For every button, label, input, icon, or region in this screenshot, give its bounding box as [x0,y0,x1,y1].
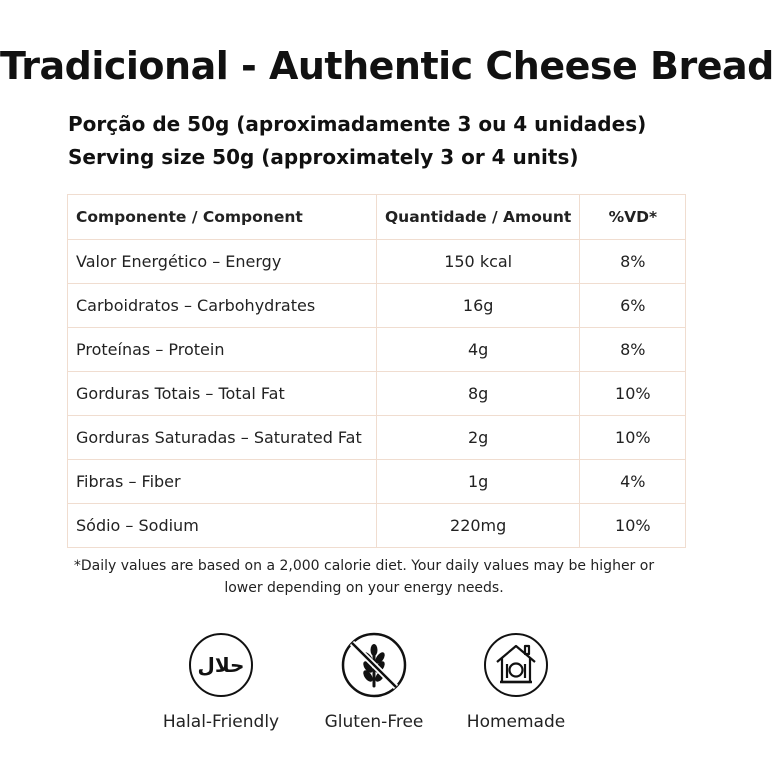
footnote-line: lower depending on your energy needs. [224,580,504,596]
table-row: Fibras – Fiber 1g 4% [67,459,687,504]
halal-glyph: حلال [198,653,245,677]
page-title: Tradicional - Authentic Cheese Bread [0,44,774,88]
badge-homemade: Homemade [446,632,586,732]
cell-component: Gorduras Totais – Total Fat [67,371,377,416]
badge-label: Halal-Friendly [162,712,280,732]
footnote: *Daily values are based on a 2,000 calor… [70,555,658,599]
serving-size-en: Serving size 50g (approximately 3 or 4 u… [68,145,579,169]
table-row: Proteínas – Protein 4g 8% [67,327,687,372]
cell-amount: 220mg [375,503,581,548]
cell-component: Valor Energético – Energy [67,239,377,284]
cell-amount: 4g [375,327,581,372]
cell-amount: 8g [375,371,581,416]
cell-daily-value: 4% [579,459,687,504]
cell-amount: 150 kcal [375,239,581,284]
table-header-row: Componente / Component Quantidade / Amou… [67,194,687,240]
cell-amount: 16g [375,283,581,328]
header-amount: Quantidade / Amount [375,194,581,240]
nutrition-table: Componente / Component Quantidade / Amou… [67,194,687,548]
cell-daily-value: 8% [579,239,687,284]
cell-component: Gorduras Saturadas – Saturated Fat [67,415,377,460]
cell-amount: 2g [375,415,581,460]
badge-label: Homemade [466,712,566,732]
table-row: Gorduras Totais – Total Fat 8g 10% [67,371,687,416]
cell-component: Sódio – Sodium [67,503,377,548]
badge-gluten-free: Gluten-Free [304,632,444,732]
badge-halal: حلال Halal-Friendly [151,632,291,732]
header-component: Componente / Component [67,194,377,240]
cell-component: Carboidratos – Carbohydrates [67,283,377,328]
cell-component: Proteínas – Protein [67,327,377,372]
serving-size-pt: Porção de 50g (aproximadamente 3 ou 4 un… [68,112,647,136]
table-row: Valor Energético – Energy 150 kcal 8% [67,239,687,284]
cell-daily-value: 10% [579,371,687,416]
cell-daily-value: 10% [579,503,687,548]
cell-daily-value: 10% [579,415,687,460]
cell-daily-value: 6% [579,283,687,328]
cell-amount: 1g [375,459,581,504]
header-daily-value: %VD* [579,194,687,240]
badge-label: Gluten-Free [324,712,424,732]
halal-icon: حلال [188,632,254,698]
cell-daily-value: 8% [579,327,687,372]
cell-component: Fibras – Fiber [67,459,377,504]
table-row: Carboidratos – Carbohydrates 16g 6% [67,283,687,328]
table-row: Gorduras Saturadas – Saturated Fat 2g 10… [67,415,687,460]
homemade-icon [483,632,549,698]
gluten-free-icon [341,632,407,698]
table-row: Sódio – Sodium 220mg 10% [67,503,687,548]
footnote-line: *Daily values are based on a 2,000 calor… [73,558,655,574]
